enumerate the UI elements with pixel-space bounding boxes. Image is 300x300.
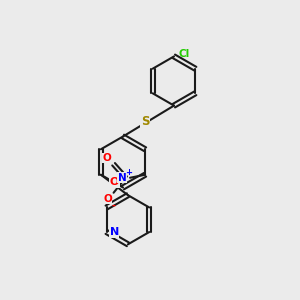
- Text: Cl: Cl: [178, 49, 190, 59]
- Text: O: O: [102, 153, 111, 163]
- Text: O: O: [110, 177, 119, 187]
- Text: S: S: [141, 115, 149, 128]
- Text: -: -: [112, 200, 116, 210]
- Text: +: +: [125, 168, 132, 177]
- Text: O: O: [103, 194, 112, 204]
- Text: N: N: [110, 227, 119, 237]
- Text: N: N: [118, 173, 127, 183]
